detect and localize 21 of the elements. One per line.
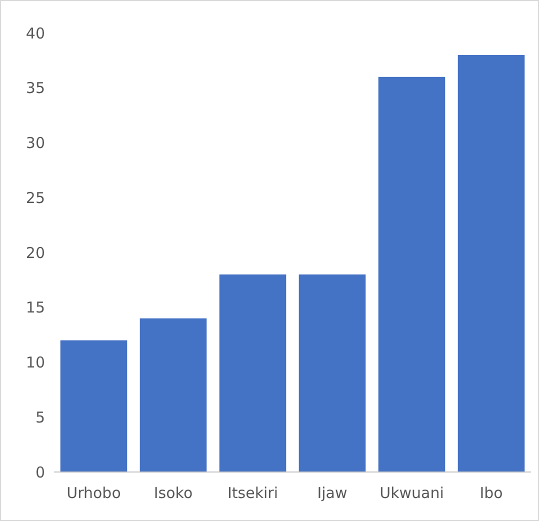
y-tick-label: 0 — [35, 463, 45, 482]
bar — [458, 54, 525, 472]
y-tick-label: 15 — [26, 298, 45, 317]
x-tick-label: Ijaw — [317, 484, 348, 502]
bar — [60, 340, 128, 472]
bar — [219, 274, 286, 472]
x-tick-label: Itsekiri — [227, 484, 278, 502]
x-tick-label: Ukwuani — [380, 484, 444, 502]
y-tick-label: 30 — [26, 134, 45, 152]
bar — [378, 76, 446, 472]
bar — [140, 318, 207, 472]
y-tick-label: 40 — [26, 24, 45, 42]
y-tick-label: 5 — [35, 408, 45, 426]
y-tick-label: 35 — [26, 79, 45, 98]
bar — [298, 274, 366, 472]
x-tick-label: Urhobo — [66, 484, 121, 502]
x-tick-label: Isoko — [154, 484, 193, 502]
x-tick-label: Ibo — [480, 484, 503, 502]
y-tick-label: 10 — [26, 354, 45, 372]
y-tick-label: 20 — [26, 244, 45, 262]
y-tick-label: 25 — [26, 188, 45, 207]
